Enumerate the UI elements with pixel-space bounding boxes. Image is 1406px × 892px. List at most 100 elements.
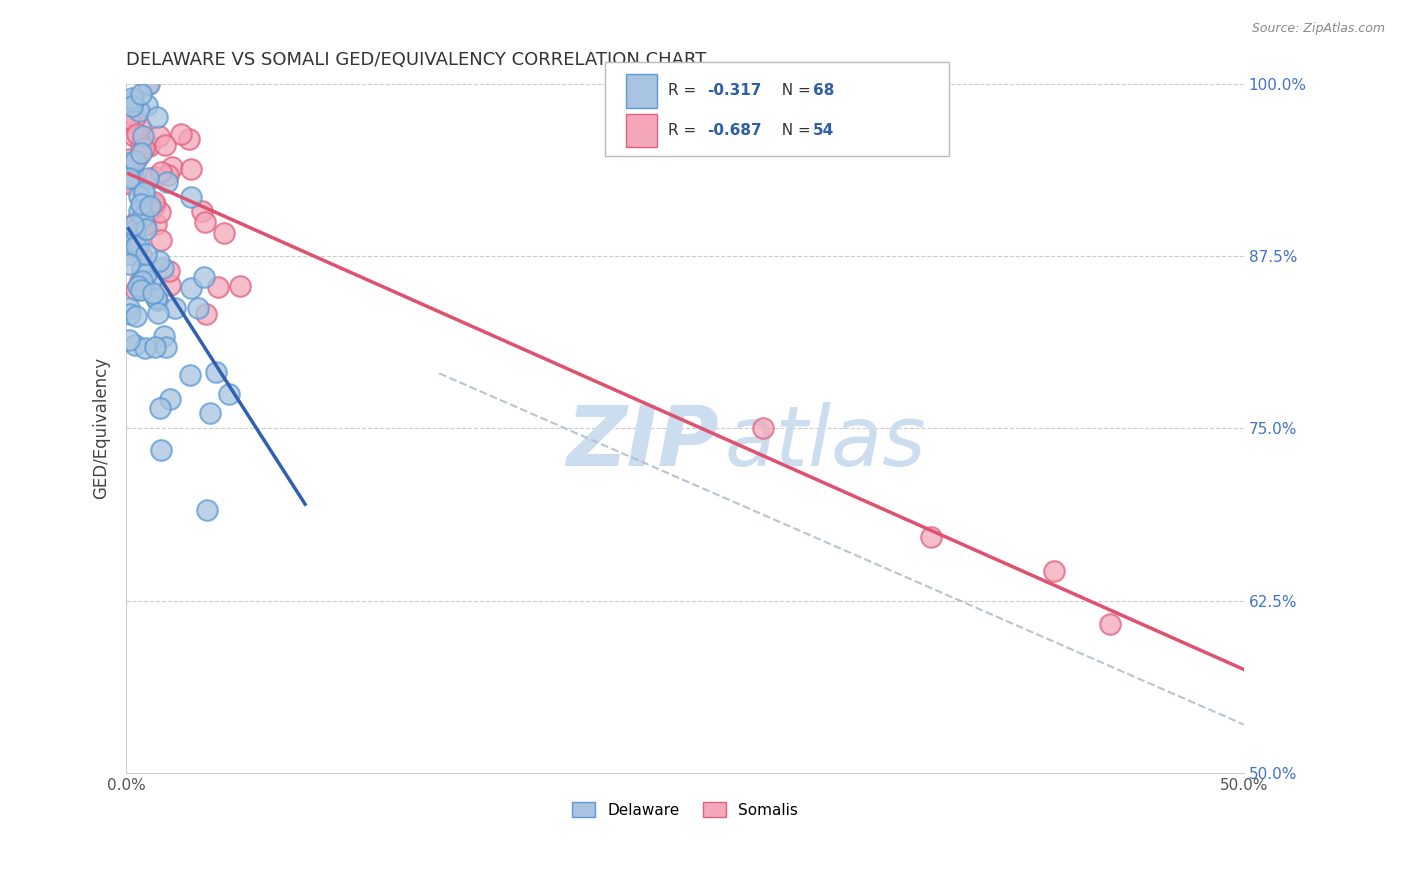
Point [117,257,139,271]
Point [179,368,201,383]
Point [121,91,143,105]
Y-axis label: GED/Equivalency: GED/Equivalency [93,358,110,500]
Point [127,278,149,293]
Point [131,276,153,290]
Point [150,233,173,247]
Point [125,215,148,229]
Point [157,168,180,182]
Point [124,338,146,352]
Point [136,171,159,186]
Point [117,230,139,244]
Point [179,132,201,146]
Point [143,170,166,185]
Point [920,530,942,544]
Point [125,283,148,297]
Point [195,306,218,320]
Point [125,239,148,253]
Point [156,175,179,189]
Point [146,110,169,124]
Text: R =: R = [668,123,702,138]
Point [132,185,155,199]
Point [131,137,153,152]
Text: R =: R = [668,83,702,98]
Point [145,291,167,305]
Point [136,98,159,112]
Point [125,310,148,324]
Point [117,156,139,170]
Point [122,128,145,143]
Text: N =: N = [772,123,815,138]
Point [128,204,150,219]
Point [120,178,142,192]
Point [117,111,139,125]
Point [120,307,142,321]
Text: atlas: atlas [724,401,925,483]
Point [194,215,217,229]
Point [155,340,177,354]
Point [125,215,148,229]
Point [129,283,152,297]
Point [205,365,228,379]
Point [180,190,202,204]
Point [170,128,193,142]
Point [117,301,139,316]
Point [195,503,218,517]
Point [1098,616,1121,631]
Point [165,301,187,315]
Point [138,77,160,91]
Point [162,160,184,174]
Point [187,301,209,315]
Point [139,199,162,213]
Point [191,204,214,219]
Point [143,194,166,209]
Point [135,267,157,281]
Point [124,153,146,168]
Point [134,282,156,296]
Point [128,188,150,202]
Point [212,227,235,241]
Point [132,209,155,223]
Point [129,197,152,211]
Text: Source: ZipAtlas.com: Source: ZipAtlas.com [1251,22,1385,36]
Point [118,152,141,166]
Point [142,286,165,301]
Point [122,218,145,232]
Point [132,142,155,156]
Point [129,146,152,161]
Point [117,171,139,186]
Text: -0.317: -0.317 [707,83,762,98]
Point [127,150,149,164]
Point [117,247,139,261]
Point [180,281,202,295]
Point [134,219,156,233]
Point [117,174,139,188]
Point [138,139,160,153]
Point [128,104,150,119]
Point [134,186,156,201]
Point [129,119,152,133]
Point [135,247,157,261]
Point [180,162,202,177]
Point [148,128,170,143]
Text: 68: 68 [813,83,834,98]
Point [139,274,162,288]
Point [117,226,139,240]
Point [139,202,162,217]
Point [152,329,174,343]
Point [193,269,215,284]
Point [143,341,166,355]
Point [159,392,181,406]
Point [129,248,152,262]
Point [128,238,150,252]
Point [129,87,152,102]
Point [134,341,156,355]
Point [146,293,169,307]
Point [157,264,180,278]
Point [752,421,775,435]
Text: ZIP: ZIP [567,401,718,483]
Point [132,128,155,143]
Point [120,157,142,171]
Point [132,141,155,155]
Point [145,217,167,231]
Point [136,77,159,91]
